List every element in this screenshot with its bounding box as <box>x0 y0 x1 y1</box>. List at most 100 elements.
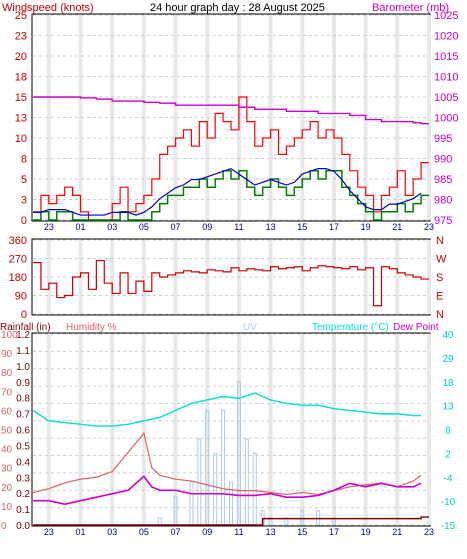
humidity-y-tick-label: 10 <box>1 502 13 513</box>
barometer-y-tick-label: 1015 <box>434 51 458 63</box>
x-grid-band <box>268 240 273 314</box>
temperature-y-tick-label: 40 <box>442 330 454 341</box>
barometer-y-tick-label: 980 <box>434 195 452 207</box>
barometer-y-tick-label: 990 <box>434 154 452 166</box>
x-grid-band <box>78 334 83 525</box>
wind-average-line <box>33 167 422 216</box>
compass-tick-label: S <box>436 272 443 284</box>
x-tick-label: 17 <box>329 527 339 537</box>
wind-axis-label: Windspeed (knots) <box>2 2 94 14</box>
x-grid-band <box>236 334 241 525</box>
rain-y-tick-label: 0.9 <box>16 378 30 389</box>
barometer-y-tick-label: 975 <box>434 215 452 227</box>
x-grid-band <box>395 15 400 220</box>
x-tick-label: 03 <box>107 527 117 537</box>
x-tick-label: 13 <box>266 527 276 537</box>
temperature-y-tick-label: -10 <box>441 497 456 508</box>
rain-y-tick-label: 0.6 <box>16 426 30 437</box>
rain-y-tick-label: 0.3 <box>16 473 30 484</box>
x-grid-band <box>110 334 115 525</box>
x-grid-band <box>78 15 83 220</box>
x-grid-band <box>46 15 51 220</box>
direction-y-tick-label: 90 <box>15 291 27 303</box>
dewpoint-series-line <box>33 475 422 505</box>
humidity-y-tick-label: 90 <box>1 349 13 360</box>
x-tick-label: 19 <box>361 527 371 537</box>
compass-tick-label: N <box>436 235 444 247</box>
wind-y-tick-label: 20 <box>15 51 27 63</box>
rain-y-tick-label: 1.2 <box>16 330 30 341</box>
barometer-y-tick-label: 1005 <box>434 92 458 104</box>
barometer-y-tick-label: 1000 <box>434 113 458 125</box>
humidity-y-tick-label: 40 <box>1 445 13 456</box>
temperature-y-tick-label: 13 <box>442 402 454 413</box>
graph-title: 24 hour graph day : 28 August 2025 <box>150 2 325 14</box>
uv-bar <box>316 510 321 526</box>
temperature-axis-label: Temperature (°C) <box>312 322 389 333</box>
x-grid-band <box>173 15 178 220</box>
temperature-y-tick-label: 29 <box>442 354 454 365</box>
rain-y-tick-label: 0.0 <box>16 521 30 532</box>
x-tick-label: 15 <box>297 222 307 232</box>
barometer-y-tick-label: 985 <box>434 174 452 186</box>
rain-y-tick-label: 1.0 <box>16 362 30 373</box>
x-grid-band <box>141 334 146 525</box>
barometer-axis-label: Barometer (mb) <box>372 2 449 14</box>
uv-bar <box>268 517 273 526</box>
humidity-y-tick-label: 30 <box>1 464 13 475</box>
x-tick-label: 21 <box>392 222 402 232</box>
x-tick-label: 23 <box>424 527 434 537</box>
temperature-y-tick-label: -15 <box>441 521 456 532</box>
direction-y-tick-label: 180 <box>9 272 27 284</box>
rain-y-tick-label: 0.4 <box>16 457 30 468</box>
x-tick-label: 21 <box>392 527 402 537</box>
wind-y-tick-label: 8 <box>21 154 27 166</box>
wind-y-tick-label: 23 <box>15 31 27 43</box>
temperature-y-tick-label: -4 <box>444 473 453 484</box>
rainfall-axis-label: Rainfall (in) <box>0 322 51 333</box>
barometer-y-tick-label: 1020 <box>434 31 458 43</box>
rain-y-tick-label: 0.2 <box>16 489 30 500</box>
humidity-y-tick-label: 50 <box>1 426 13 437</box>
compass-tick-label: W <box>436 254 447 266</box>
x-grid-band <box>300 240 305 314</box>
wind-y-tick-label: 18 <box>15 72 27 84</box>
uv-bar <box>300 510 305 526</box>
dewpoint-axis-label: Dew Point <box>393 322 439 333</box>
direction-y-tick-label: 0 <box>21 309 27 321</box>
x-grid-band <box>173 240 178 314</box>
rain-y-tick-label: 0.7 <box>16 410 30 421</box>
wind-y-tick-label: 25 <box>15 10 27 22</box>
x-grid-band <box>268 15 273 220</box>
x-grid-band <box>205 334 210 525</box>
x-grid-band <box>395 334 400 525</box>
x-tick-label: 07 <box>171 222 181 232</box>
x-grid-band <box>395 240 400 314</box>
x-grid-band <box>46 240 51 314</box>
temperature-y-tick-label: 8 <box>445 426 451 437</box>
x-tick-label: 01 <box>76 527 86 537</box>
humidity-y-tick-label: 100 <box>1 330 18 341</box>
barometer-series-line <box>33 96 429 125</box>
temperature-y-tick-label: 2 <box>445 449 451 460</box>
x-tick-label: 15 <box>297 527 307 537</box>
temperature-series-line <box>32 392 422 427</box>
uv-bar <box>284 517 289 526</box>
x-tick-label: 01 <box>76 222 86 232</box>
rain-y-tick-label: 0.1 <box>16 505 30 516</box>
x-tick-label: 19 <box>361 222 371 232</box>
humidity-y-tick-label: 70 <box>1 387 13 398</box>
x-grid-band <box>331 334 336 525</box>
x-grid-band <box>300 334 305 525</box>
x-grid-band <box>173 334 178 525</box>
x-grid-band <box>300 15 305 220</box>
x-tick-label: 09 <box>202 222 212 232</box>
humidity-y-tick-label: 20 <box>1 483 13 494</box>
x-tick-label: 23 <box>44 527 54 537</box>
wind-y-tick-label: 5 <box>21 174 27 186</box>
wind-y-tick-label: 13 <box>15 113 27 125</box>
thermo-panel-frame <box>31 332 431 527</box>
x-tick-label: 11 <box>234 222 243 232</box>
x-tick-label: 11 <box>234 527 243 537</box>
